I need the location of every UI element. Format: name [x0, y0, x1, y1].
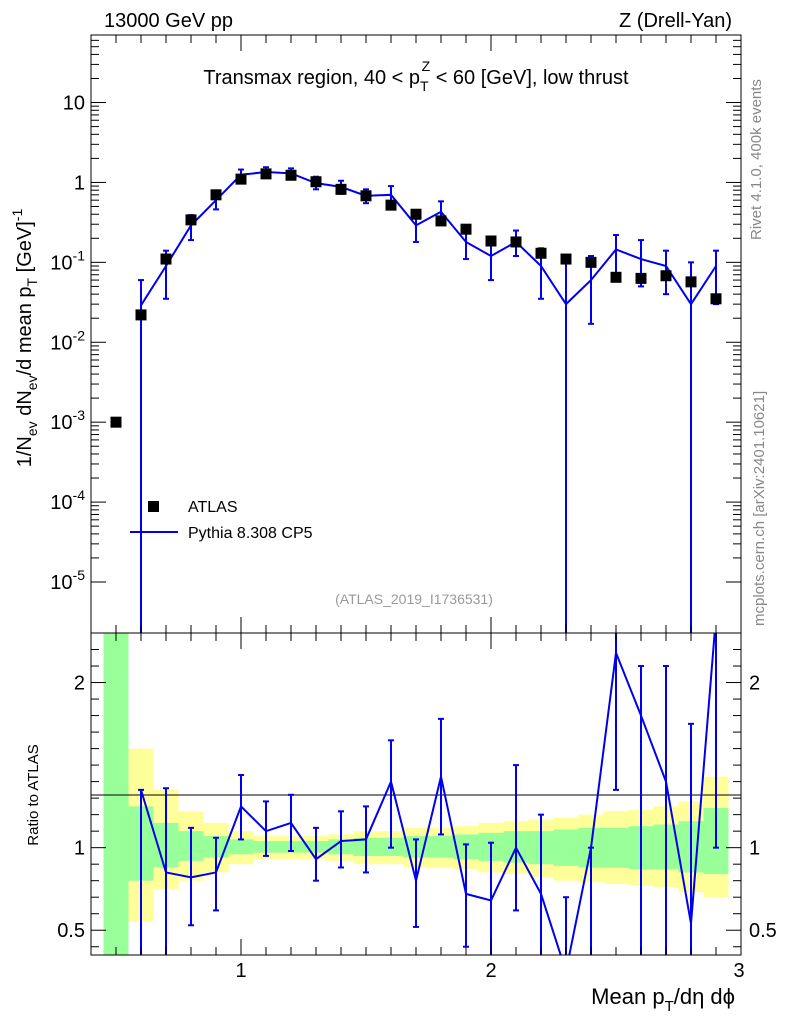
ratio-y-tick-label-right: 2: [749, 673, 760, 695]
main-y-tick-label: 10-3: [50, 407, 85, 434]
data-point: [460, 223, 472, 235]
legend: ATLAS Pythia 8.308 CP5: [130, 499, 313, 542]
ratio-band-inner: [603, 827, 629, 868]
data-point: [285, 169, 297, 181]
main-y-tick-label: 10-1: [50, 247, 85, 274]
ratio-y-tick-label-right: 1: [749, 838, 760, 860]
data-point: [235, 173, 247, 185]
main-y-tick-label: 10-2: [50, 327, 85, 354]
header-channel: Z (Drell-Yan): [619, 10, 732, 32]
data-point: [710, 293, 722, 305]
data-point: [485, 235, 497, 247]
header-process: 13000 GeV pp: [104, 10, 233, 32]
side-label-version: Rivet 4.1.0, 400k events: [748, 79, 765, 240]
x-tick-label: 1: [235, 960, 246, 982]
ratio-y-tick-label: 2: [74, 673, 85, 695]
data-point: [160, 253, 172, 265]
ratio-y-label: Ratio to ATLAS: [25, 744, 42, 845]
watermark: (ATLAS_2019_I1736531): [335, 591, 493, 607]
main-y-tick-label: 1: [74, 172, 85, 194]
ratio-band-inner: [228, 839, 254, 855]
data-point: [210, 189, 222, 201]
data-point: [110, 416, 122, 428]
ratio-panel: 0.5 0.5 1 1 2 2 1 2 3 Ratio to ATLAS Mean pT/dη …: [25, 632, 777, 1015]
x-tick-label: 2: [485, 960, 496, 982]
data-point: [135, 309, 147, 321]
data-point: [685, 276, 697, 288]
data-point: [360, 190, 372, 202]
data-point: [385, 199, 397, 211]
main-title: Transmax region, 40 < pTZ < 60 [GeV], lo…: [203, 58, 629, 94]
data-point: [510, 236, 522, 248]
main-y-label: 1/Nev dNev/d mean pT [GeV]-1: [9, 209, 40, 468]
x-axis-label: Mean pT/dη dϕ: [591, 984, 735, 1015]
main-y-tick-label: 10-4: [50, 487, 85, 514]
main-frame: [90, 34, 742, 634]
main-y-tick-label: 10-5: [50, 567, 85, 594]
ratio-band-inner: [428, 836, 454, 858]
data-point: [610, 271, 622, 283]
data-point: [260, 168, 272, 180]
data-point: [335, 183, 347, 195]
data-point: [535, 247, 547, 259]
data-point: [560, 253, 572, 265]
ratio-band-inner: [103, 633, 129, 955]
ratio-line: [140, 633, 716, 955]
ratio-y-tick-label-right: 0.5: [749, 920, 777, 942]
x-tick-label: 3: [733, 960, 744, 982]
data-point: [435, 215, 447, 227]
data-point: [635, 272, 647, 284]
legend-label-data: ATLAS: [188, 499, 238, 516]
ratio-y-tick-label: 1: [74, 838, 85, 860]
main-y-tick-label: 10: [63, 93, 85, 115]
legend-marker-data: [148, 501, 159, 512]
side-label-site: mcplots.cern.ch [arXiv:2401.10621]: [751, 391, 768, 626]
ratio-band-inner: [553, 829, 579, 866]
legend-label-mc: Pythia 8.308 CP5: [188, 525, 313, 542]
data-point: [185, 214, 197, 226]
data-point: [660, 270, 672, 282]
mc-line: [140, 171, 717, 306]
data-point: [310, 176, 322, 188]
main-panel: 10 1 10-1 10-2 10-3 10-4 10-5 Transmax region,…: [9, 34, 742, 634]
data-point: [410, 208, 422, 220]
ratio-y-tick-label: 0.5: [57, 920, 85, 942]
data-point: [585, 256, 597, 268]
